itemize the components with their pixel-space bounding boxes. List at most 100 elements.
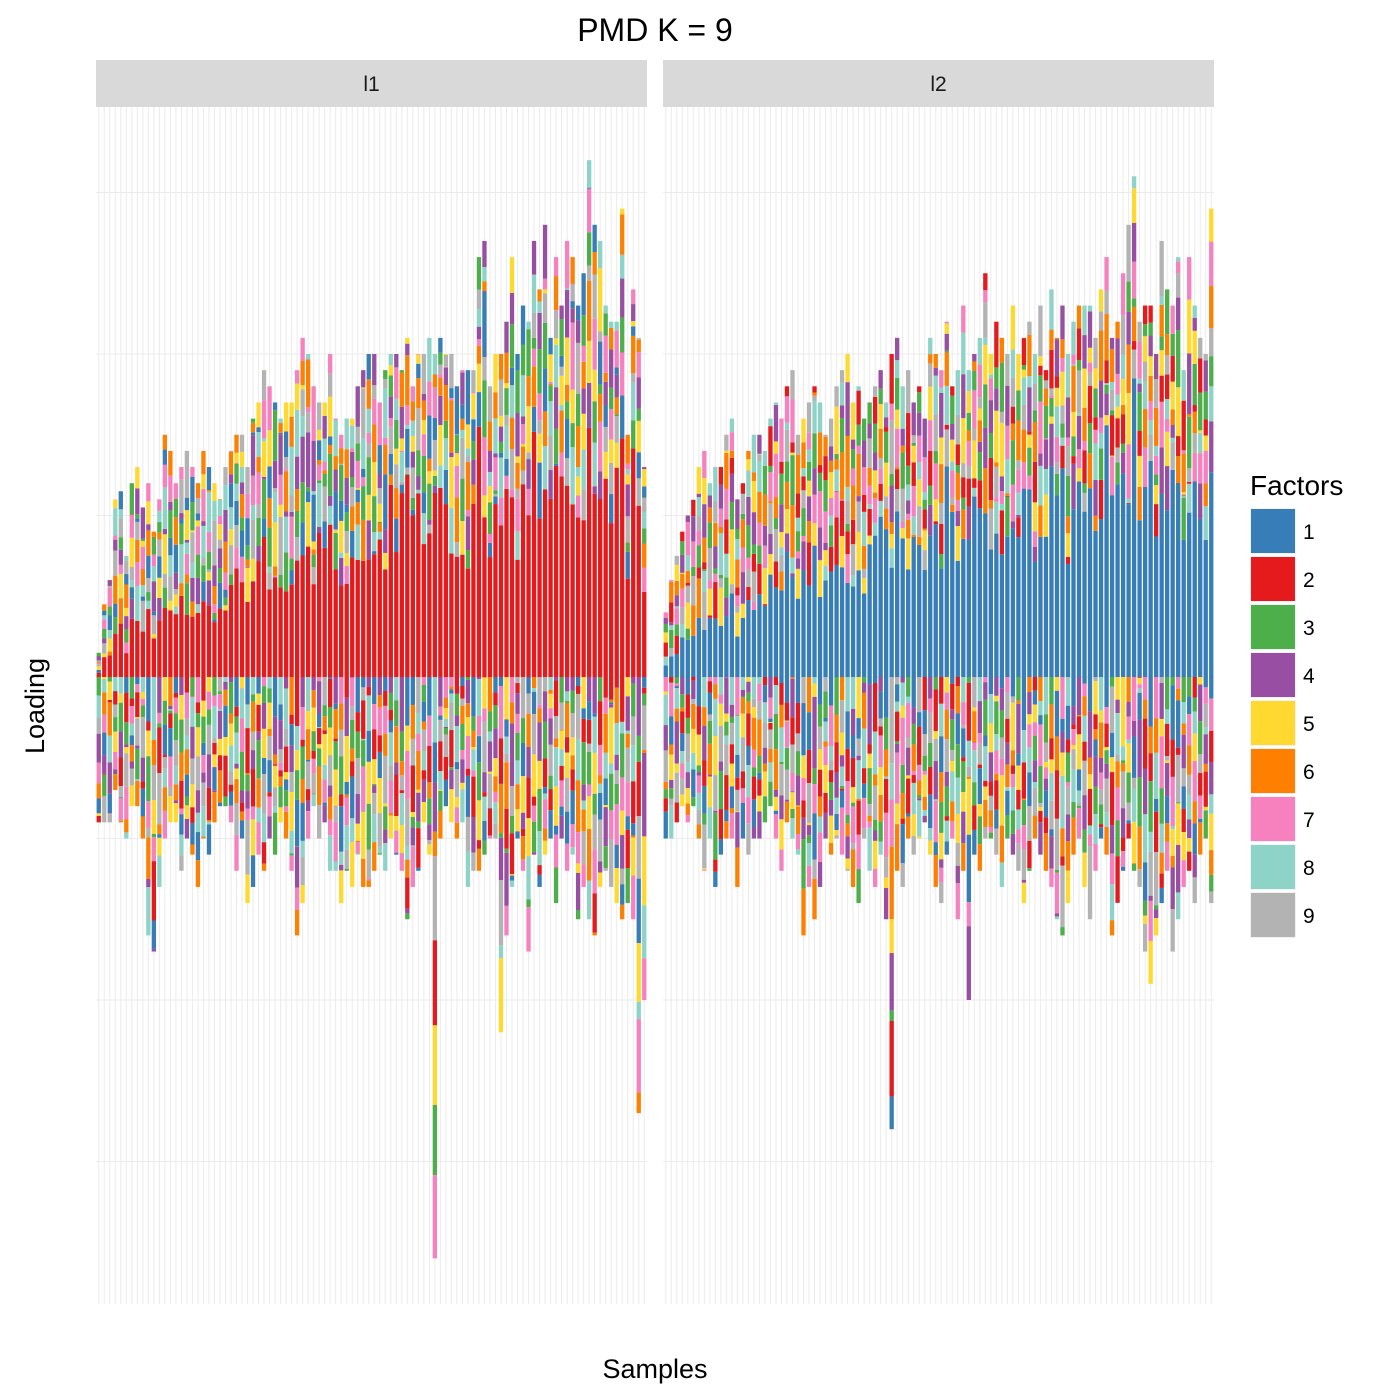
bar-segment-factor-9 [179,855,184,871]
bar-segment-factor-2 [994,321,999,368]
bar-segment-factor-8 [900,682,905,706]
bar-segment-factor-5 [575,863,581,873]
bar-segment-factor-1 [933,524,938,677]
bar-segment-factor-3 [498,833,504,838]
bar-segment-factor-3 [124,722,129,745]
bar-segment-factor-7 [1165,841,1170,871]
bar-segment-factor-5 [520,443,526,447]
bar-segment-factor-8 [1120,354,1126,380]
sample-bar [272,402,278,855]
bar-segment-factor-7 [950,821,955,839]
bar-segment-factor-9 [928,712,933,743]
sample-bar [762,450,768,823]
bar-segment-factor-1 [1093,530,1098,677]
bar-segment-factor-7 [300,337,305,362]
bar-segment-factor-5 [1082,852,1087,887]
bar-segment-factor-8 [278,418,283,424]
bar-segment-factor-9 [195,756,201,791]
bar-segment-factor-8 [1010,349,1016,378]
bar-segment-factor-8 [790,557,795,574]
bar-segment-factor-4 [911,402,916,436]
bar-segment-factor-3 [399,370,404,373]
bar-segment-factor-6 [234,779,239,803]
bar-segment-factor-9 [922,734,927,756]
bar-segment-factor-8 [124,555,129,561]
bar-segment-factor-5 [917,836,922,839]
sample-bar [96,652,101,823]
bar-segment-factor-9 [272,787,278,807]
bar-segment-factor-4 [1071,706,1076,725]
bar-segment-factor-2 [983,780,988,787]
bar-segment-factor-9 [1071,364,1076,367]
bar-segment-factor-3 [642,528,647,544]
bar-segment-factor-5 [289,792,294,831]
bar-segment-factor-1 [861,593,867,677]
bar-segment-factor-6 [443,697,449,709]
bar-segment-factor-8 [609,321,614,328]
bar-segment-factor-2 [504,808,509,849]
bar-segment-factor-1 [410,509,415,516]
bar-segment-factor-6 [394,726,399,763]
bar-segment-factor-9 [581,489,586,521]
bar-segment-factor-9 [917,677,922,713]
bar-segment-factor-5 [806,480,812,497]
bar-segment-factor-1 [999,554,1005,677]
sample-bar [388,354,393,839]
bar-segment-factor-7 [669,682,674,717]
bar-segment-factor-7 [129,514,134,538]
bar-segment-factor-4 [184,539,190,543]
bar-segment-factor-9 [135,718,140,746]
bar-segment-factor-2 [933,521,938,525]
bar-segment-factor-1 [773,810,779,815]
bar-segment-factor-4 [482,240,487,268]
bar-segment-factor-6 [834,459,839,470]
sample-bar [691,499,696,807]
sample-bar [1181,370,1186,887]
bar-segment-factor-4 [1082,795,1087,830]
bar-segment-factor-7 [542,799,548,829]
bar-segment-factor-6 [283,471,289,512]
bar-segment-factor-5 [636,420,641,453]
bar-segment-factor-8 [1109,884,1115,921]
bar-segment-factor-4 [322,415,327,439]
bar-segment-factor-8 [696,497,701,517]
bar-segment-factor-2 [702,562,707,570]
bar-segment-factor-6 [548,383,553,386]
bar-segment-factor-5 [482,677,487,709]
bar-segment-factor-4 [581,784,586,801]
bar-segment-factor-2 [1065,556,1071,564]
bar-segment-factor-2 [179,595,184,677]
bar-segment-factor-4 [465,516,471,551]
bar-segment-factor-6 [1065,841,1071,871]
bar-segment-factor-8 [911,516,916,535]
bar-segment-factor-2 [702,760,707,786]
bar-segment-factor-5 [642,836,647,906]
bar-segment-factor-6 [509,417,515,450]
sample-bar [267,386,272,839]
bar-segment-factor-9 [190,758,195,785]
bar-segment-factor-6 [1142,699,1148,719]
bar-segment-factor-2 [740,771,746,789]
bar-segment-factor-6 [190,601,195,617]
sample-bar [724,434,729,839]
bar-segment-factor-5 [405,337,410,344]
bar-segment-factor-1 [548,810,553,839]
bar-segment-factor-4 [223,509,228,542]
bar-segment-factor-5 [735,612,740,637]
bar-segment-factor-1 [895,511,900,677]
bar-segment-factor-2 [620,677,625,722]
bar-segment-factor-7 [586,784,592,797]
bar-segment-factor-4 [289,511,294,517]
bar-segment-factor-2 [707,681,712,693]
bar-segment-factor-8 [372,532,377,552]
bar-segment-factor-6 [625,434,630,464]
bar-segment-factor-3 [631,683,636,717]
bar-segment-factor-6 [515,784,520,810]
bar-segment-factor-8 [746,765,751,798]
bar-segment-factor-4 [443,726,449,729]
sample-bar [405,337,410,920]
bar-segment-factor-9 [988,508,993,550]
bar-segment-factor-6 [1198,453,1203,454]
bar-segment-factor-1 [999,677,1005,689]
bar-segment-factor-3 [206,551,212,570]
